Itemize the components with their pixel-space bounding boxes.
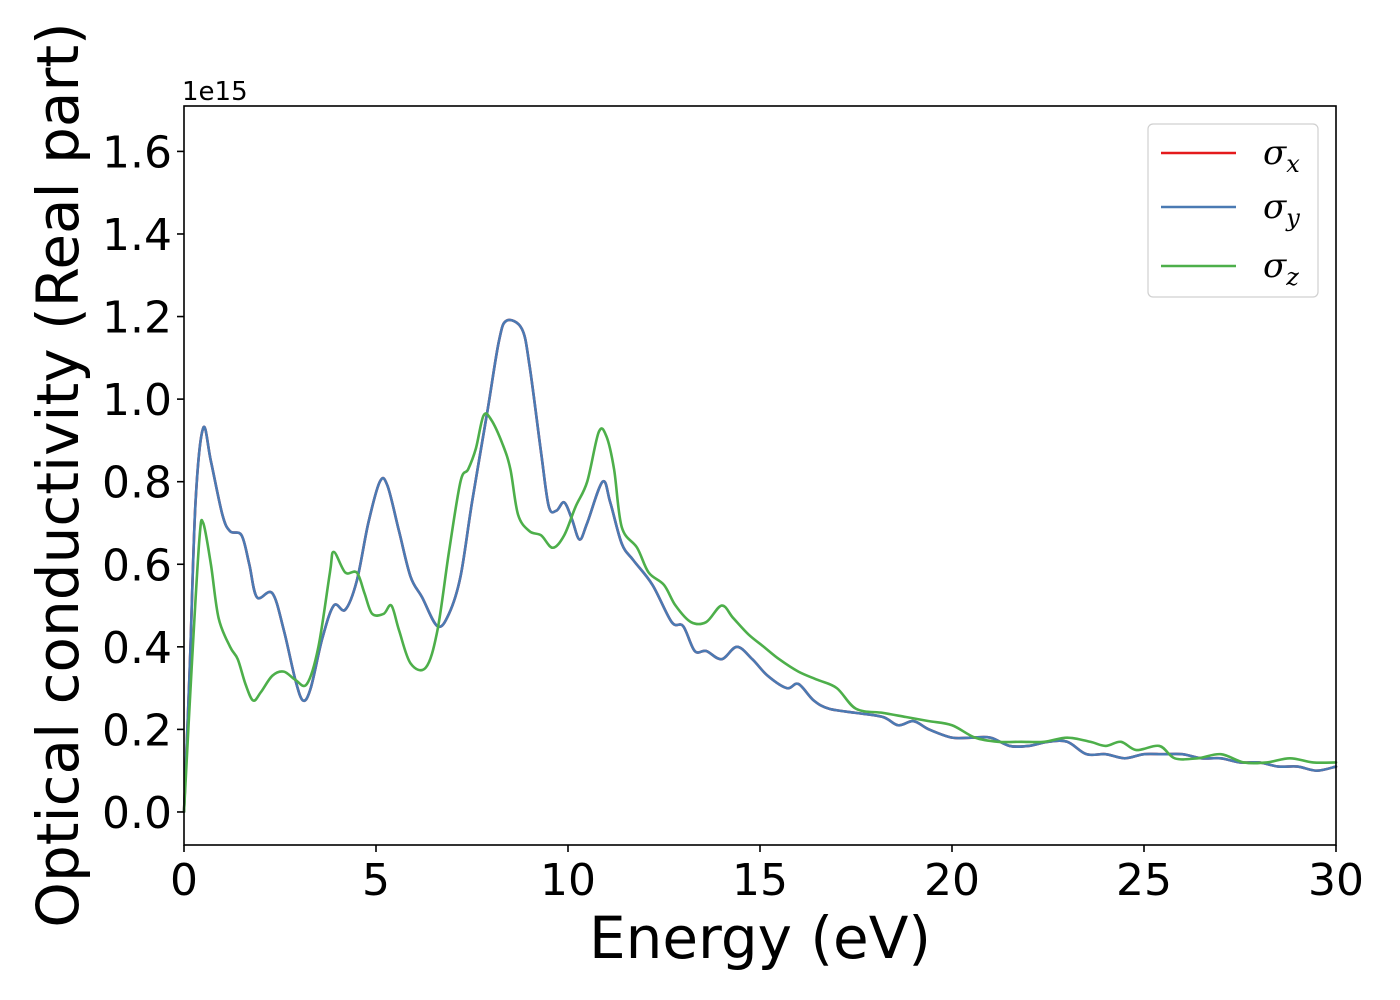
y-axis: 0.0 0.2 0.4 0.6 0.8 1.0 1.2 1.4 1.6 <box>102 127 184 839</box>
y-tick-label: 0.6 <box>102 540 172 591</box>
series-line-sigma-z <box>182 412 1338 814</box>
x-tick-label: 10 <box>540 855 596 906</box>
y-tick-label: 1.6 <box>102 127 172 178</box>
legend-label-sigma-y: σy <box>1263 187 1300 232</box>
x-tick-label: 15 <box>732 855 788 906</box>
x-axis: 0 5 10 15 20 25 30 <box>170 845 1364 906</box>
y-tick-label: 0.4 <box>102 623 172 674</box>
series-layer <box>182 318 1338 814</box>
x-tick-label: 30 <box>1308 855 1364 906</box>
legend-box <box>1147 123 1319 298</box>
x-tick-label: 5 <box>362 855 390 906</box>
x-tick-label: 25 <box>1116 855 1172 906</box>
plot-area <box>184 106 1336 845</box>
x-axis-label: Energy (eV) <box>589 904 931 972</box>
y-tick-label: 0.0 <box>102 788 172 839</box>
x-tick-label: 20 <box>924 855 980 906</box>
y-tick-label: 1.2 <box>102 293 172 344</box>
y-axis-label: Optical conductivity (Real part) <box>24 22 92 927</box>
y-tick-label: 1.4 <box>102 210 172 261</box>
y-offset-label: 1e15 <box>182 77 248 107</box>
y-tick-label: 1.0 <box>102 375 172 426</box>
x-tick-label: 0 <box>170 855 198 906</box>
y-tick-label: 0.8 <box>102 458 172 509</box>
series-line-sigma-y <box>182 318 1338 814</box>
y-tick-label: 0.2 <box>102 705 172 756</box>
